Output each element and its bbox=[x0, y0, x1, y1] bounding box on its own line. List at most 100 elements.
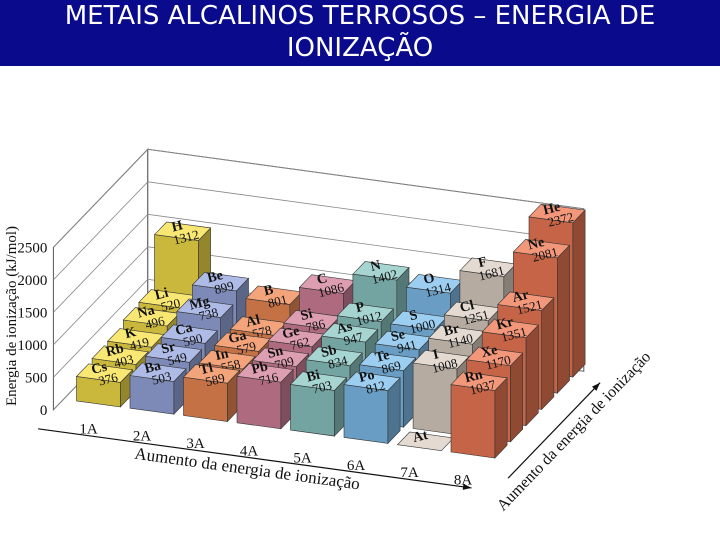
x-axis-arrowhead bbox=[462, 483, 472, 490]
bar-value-label: 947 bbox=[342, 329, 365, 348]
group-label: 3A bbox=[186, 436, 205, 452]
slide-title: METAIS ALCALINOS TERROSOS – ENERGIA DE I… bbox=[64, 1, 656, 63]
bar-symbol-label: Se bbox=[389, 327, 406, 345]
depth-axis-arrow bbox=[507, 382, 601, 479]
bar-value-label: 2372 bbox=[546, 209, 575, 230]
bar-value-label: 2081 bbox=[531, 244, 560, 265]
bar-value-label: 549 bbox=[166, 349, 189, 368]
bar-value-label: 376 bbox=[97, 369, 120, 388]
bar-value-label: 1037 bbox=[468, 377, 497, 398]
bar-symbol-label: Cs bbox=[90, 359, 109, 377]
bar-value-label: 590 bbox=[181, 330, 204, 349]
group-label: 2A bbox=[133, 429, 152, 445]
bar-symbol-label: Cl bbox=[459, 298, 476, 316]
bar-value-label: 1140 bbox=[446, 330, 474, 351]
bar-symbol-label: Rb bbox=[104, 341, 125, 360]
bar-value-label: 834 bbox=[326, 352, 349, 371]
group-label: 7A bbox=[400, 465, 419, 481]
bar-symbol-label: Be bbox=[206, 268, 225, 286]
bar-symbol-label: At bbox=[411, 428, 429, 446]
bar-value-label: 1086 bbox=[317, 279, 346, 300]
bar-symbol-label: P bbox=[354, 300, 366, 317]
y-tick-label: 0 bbox=[40, 403, 48, 419]
y-tick-label: 1000 bbox=[17, 338, 47, 354]
bar-symbol-label: C bbox=[316, 271, 329, 288]
bar-symbol-label: Ca bbox=[174, 320, 194, 339]
bar-value-label: 1314 bbox=[424, 279, 453, 300]
bar-symbol-label: F bbox=[477, 255, 489, 272]
bar-symbol-label: Ba bbox=[143, 359, 162, 378]
gridline bbox=[53, 181, 584, 281]
bar-symbol-label: I bbox=[431, 347, 440, 363]
bar-symbol-label: S bbox=[408, 308, 419, 324]
bar-value-label: 762 bbox=[288, 334, 311, 353]
bar-value-label: 589 bbox=[204, 370, 227, 389]
y-tick-label: 1500 bbox=[17, 305, 47, 321]
bar-value-label: 1402 bbox=[370, 266, 399, 287]
bar-symbol-label: Br bbox=[442, 321, 461, 339]
bar-value-label: 1000 bbox=[408, 316, 437, 337]
group-label: 1A bbox=[79, 421, 98, 437]
bar-value-label: 812 bbox=[364, 377, 387, 396]
title-bar: METAIS ALCALINOS TERROSOS – ENERGIA DE I… bbox=[0, 0, 720, 66]
bar-value-label: 1681 bbox=[477, 263, 506, 284]
bar-symbol-label: Rn bbox=[463, 367, 484, 386]
x-axis-arrow bbox=[38, 428, 472, 489]
axes bbox=[38, 382, 601, 490]
bar-symbol-label: Al bbox=[245, 313, 262, 331]
bar-value-label: 1351 bbox=[499, 324, 528, 345]
bar-symbol-label: B bbox=[262, 283, 275, 300]
bar-symbol-label: Si bbox=[299, 307, 314, 324]
y-tick-label: 500 bbox=[25, 370, 48, 386]
bar-value-label: 703 bbox=[311, 377, 334, 396]
bar-symbol-label: Kr bbox=[495, 315, 515, 334]
y-tick-label: 2500 bbox=[17, 240, 47, 256]
y-tick-label: 2000 bbox=[17, 273, 47, 289]
group-label: 6A bbox=[347, 458, 366, 474]
bar-symbol-label: Sb bbox=[320, 343, 339, 361]
bar-value-label: 403 bbox=[112, 351, 135, 370]
bar-symbol-label: O bbox=[422, 271, 436, 288]
bar-symbol-label: H bbox=[170, 218, 184, 235]
bar-symbol-label: In bbox=[214, 346, 231, 364]
bar-symbol-label: Tl bbox=[198, 361, 215, 379]
bar-at: At bbox=[396, 428, 455, 452]
bar-symbol-label: Na bbox=[136, 303, 156, 322]
bar-symbol-label: He bbox=[542, 200, 562, 219]
bar-value-label: 941 bbox=[395, 337, 418, 356]
bar-symbol-label: Bi bbox=[305, 368, 322, 386]
bar-symbol-label: Sr bbox=[160, 340, 177, 358]
bar-value-label: 496 bbox=[144, 313, 167, 332]
bar-value-label: 1008 bbox=[430, 355, 459, 376]
bar-value-label: 869 bbox=[380, 358, 403, 377]
y-axis-label: Energia de ionização (kJ/mol) bbox=[4, 226, 20, 406]
bar-symbol-label: Xe bbox=[480, 343, 499, 362]
bar-symbol-label: Te bbox=[374, 348, 391, 366]
bar-value-label: 738 bbox=[197, 304, 220, 323]
bar-value-label: 716 bbox=[257, 369, 280, 388]
gridline bbox=[53, 148, 584, 248]
bar-symbol-label: Ar bbox=[511, 288, 530, 307]
bar-symbol-label: As bbox=[335, 319, 354, 337]
bar-value-label: 1170 bbox=[484, 352, 512, 373]
gridline bbox=[53, 213, 584, 313]
bar-value-label: 520 bbox=[159, 295, 182, 314]
bar-symbol-label: Ge bbox=[281, 324, 301, 343]
bar-symbol-label: Po bbox=[357, 368, 376, 386]
bar-symbol-label: Sn bbox=[266, 344, 285, 362]
bar-value-label: 419 bbox=[128, 334, 151, 353]
bar-symbol-label: K bbox=[123, 325, 137, 342]
bar-value-label: 503 bbox=[150, 368, 173, 387]
bar-symbol-label: Ga bbox=[227, 328, 248, 347]
bar-symbol-label: Mg bbox=[188, 294, 211, 313]
bar-value-label: 1312 bbox=[172, 227, 201, 248]
